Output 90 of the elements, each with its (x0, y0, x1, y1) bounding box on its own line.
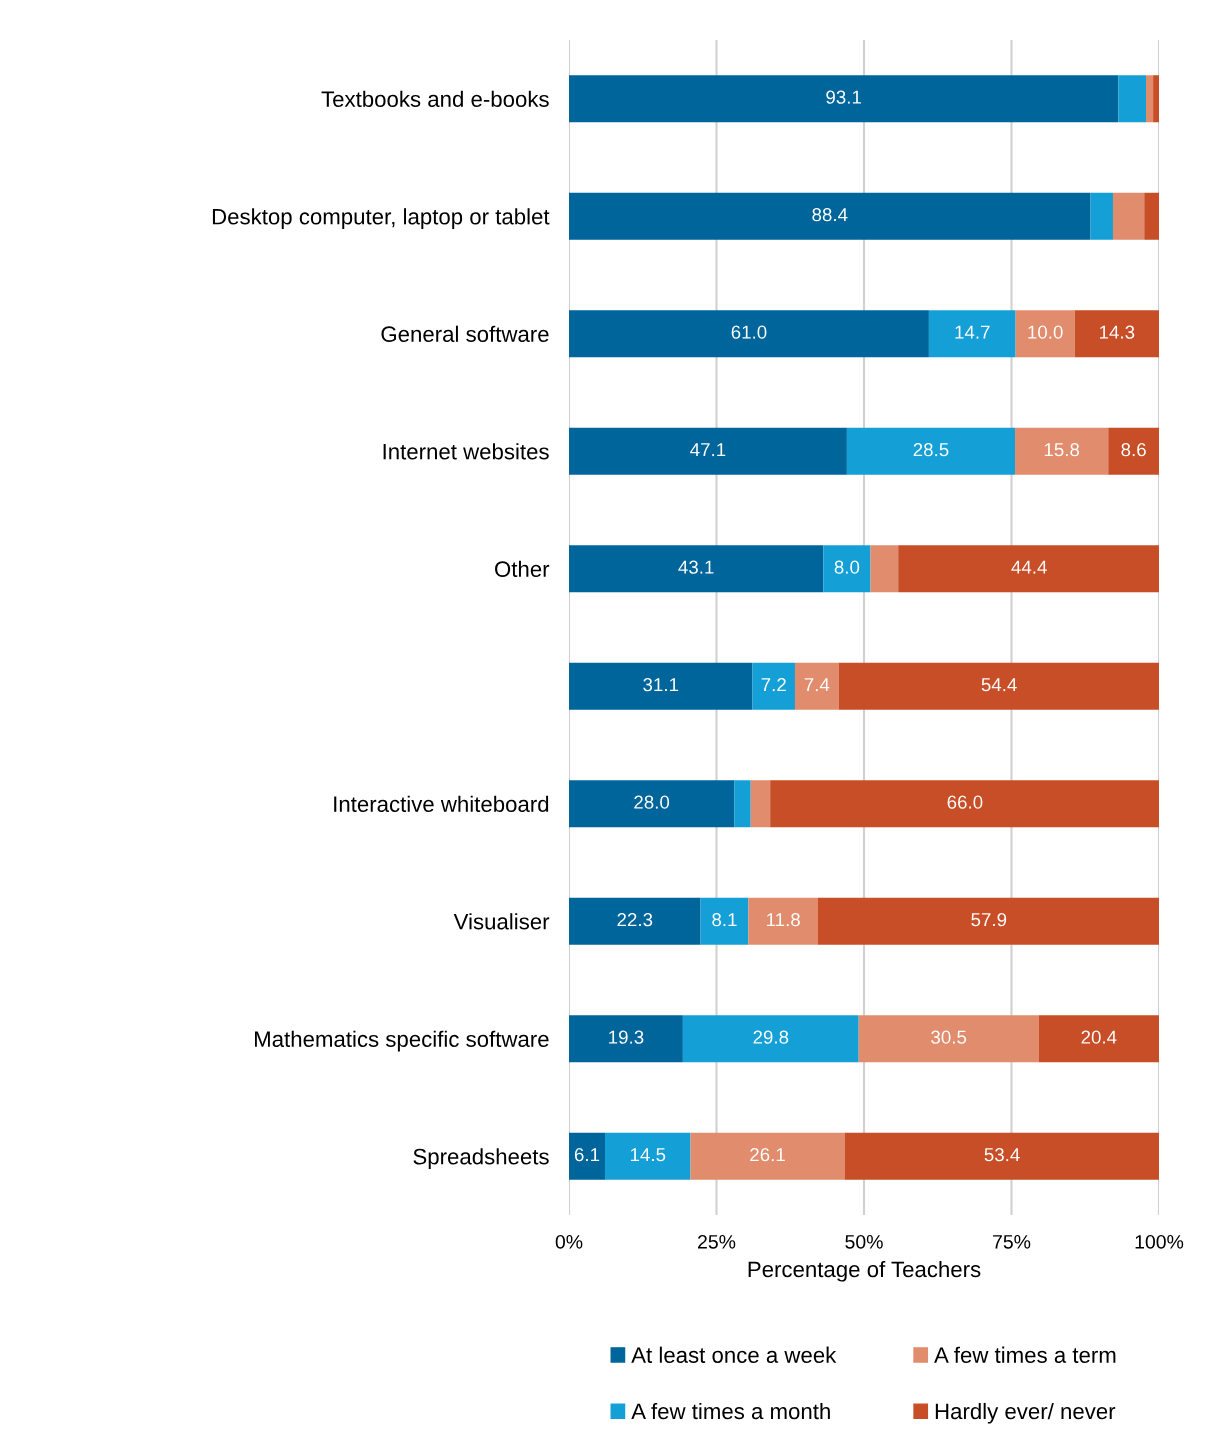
y-tick-label: Internet websites (383, 443, 549, 460)
legend-label: A few times a term (934, 1346, 1116, 1363)
bar (690, 1132, 845, 1180)
legend-label: At least once a week (631, 1346, 837, 1363)
legend-label: Hardly ever/ never (935, 1402, 1116, 1424)
x-tick-label: 75% (993, 1235, 1031, 1249)
bar (1090, 192, 1113, 240)
x-tick-label: 0% (555, 1234, 583, 1249)
bar (700, 897, 749, 945)
data-label: 8.0 (834, 560, 860, 574)
bar (817, 897, 1159, 945)
bar (604, 1132, 691, 1180)
y-tick-label: Textbooks and e-books (321, 90, 549, 108)
data-label: 11.8 (767, 913, 800, 927)
bar (1015, 427, 1109, 475)
data-label: 14.3 (1100, 325, 1135, 339)
bar (1112, 192, 1145, 240)
data-label: 8.6 (1121, 443, 1146, 457)
bar (752, 662, 795, 710)
bar (569, 427, 847, 475)
data-label: 88.4 (812, 208, 848, 222)
bar (682, 1015, 859, 1063)
data-label: 44.4 (1011, 560, 1047, 574)
data-label: 14.7 (955, 325, 990, 339)
bar (846, 427, 1016, 475)
data-label: 14.5 (630, 1148, 666, 1162)
data-label: 61.0 (731, 325, 767, 339)
y-tick-label: General software (381, 325, 549, 343)
data-label: 22.3 (617, 913, 653, 927)
bar (1108, 427, 1159, 475)
data-label: 43.1 (678, 560, 714, 574)
bar (748, 897, 818, 945)
x-tick-label: 50% (845, 1234, 883, 1249)
data-label: 8.1 (712, 913, 737, 927)
bar (823, 545, 871, 593)
data-label: 15.8 (1044, 443, 1080, 457)
bar (844, 1132, 1159, 1180)
data-label: 26.1 (750, 1148, 785, 1162)
bar (569, 310, 929, 358)
bar (794, 662, 839, 710)
bar (569, 662, 753, 710)
y-tick-label: Other (495, 560, 550, 578)
data-label: 30.5 (931, 1030, 967, 1044)
data-label: 54.4 (981, 678, 1017, 692)
data-label: 29.8 (753, 1030, 789, 1044)
bar (750, 780, 771, 828)
data-label: 6.1 (574, 1148, 600, 1162)
bar (569, 1015, 683, 1063)
data-label: 66.0 (947, 795, 983, 809)
x-tick-label: 100% (1135, 1234, 1184, 1249)
bar (569, 780, 735, 828)
data-label: 10.0 (1028, 325, 1063, 339)
data-label: 7.4 (804, 678, 830, 692)
data-label: 93.1 (826, 90, 861, 104)
y-tick-label: Desktop computer, laptop or tablet (212, 208, 550, 229)
data-label: 57.9 (971, 913, 1007, 927)
bar (838, 662, 1159, 710)
data-label: 20.4 (1081, 1030, 1117, 1044)
data-label: 28.5 (913, 443, 949, 457)
bar (569, 897, 701, 945)
bar (1118, 75, 1147, 123)
bar (1038, 1015, 1159, 1063)
bar (1144, 192, 1159, 240)
data-label: 19.3 (609, 1030, 644, 1044)
data-label: 53.4 (984, 1148, 1020, 1162)
bar (898, 545, 1159, 593)
bar (1153, 75, 1159, 123)
bar (870, 545, 899, 593)
y-tick-label: Interactive whiteboard (334, 795, 549, 813)
bar (569, 75, 1119, 123)
y-tick-label: Visualiser (453, 913, 550, 930)
bar (1074, 310, 1159, 358)
bar (569, 545, 824, 593)
bar (1015, 310, 1075, 358)
x-axis-title: Percentage of Teachers (748, 1260, 981, 1282)
data-label: 28.0 (634, 795, 670, 809)
data-label: 7.2 (761, 678, 786, 692)
bar (928, 310, 1016, 358)
y-tick-label: Mathematics specific software (255, 1030, 549, 1052)
data-label: 31.1 (643, 678, 679, 692)
data-label: 47.1 (690, 443, 726, 457)
x-tick-label: 25% (698, 1234, 736, 1249)
bar (858, 1015, 1039, 1063)
bar (734, 780, 751, 828)
bar (770, 780, 1159, 828)
bar (569, 192, 1091, 240)
legend-label: A few times a month (631, 1402, 830, 1420)
y-tick-label: Spreadsheets (413, 1148, 549, 1169)
bar (1146, 75, 1154, 123)
bar (569, 1132, 605, 1180)
